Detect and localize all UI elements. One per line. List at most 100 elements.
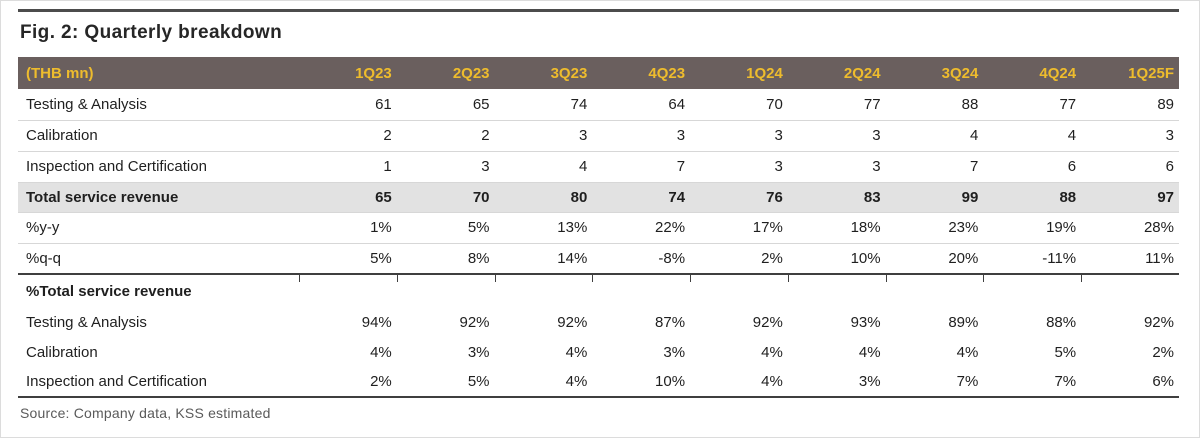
table-cell: 3 xyxy=(787,120,886,152)
table-row: Calibration 4% 3% 4% 3% 4% 4% 4% 5% 2% xyxy=(18,337,1179,367)
table-cell: 1 xyxy=(299,151,397,183)
table-cell: 88% xyxy=(1046,313,1077,331)
table-row: Inspection and Certification 2% 5% 4% 10% 4% 3… xyxy=(18,367,1179,397)
quarterly-breakdown-table: (THB mn) 1Q23 2Q23 3Q23 4Q23 1Q24 2Q24 3Q24 4Q2… xyxy=(18,57,1179,398)
source-note: Source: Company data, KSS estimated xyxy=(20,405,271,421)
figure-block: Fig. 2: Quarterly breakdown (THB mn) 1Q2… xyxy=(18,9,1179,421)
table-cell: 87% xyxy=(655,313,686,331)
row-label: Inspection and Certification xyxy=(18,151,299,183)
table-cell: 3 xyxy=(1081,120,1179,152)
table-cell: 4% xyxy=(858,343,881,361)
table-header-row: (THB mn) 1Q23 2Q23 3Q23 4Q23 1Q24 2Q24 3Q24 4Q2… xyxy=(18,57,1179,89)
table-row: %q-q 5% 8% 14% -8% 2% 10% 20% -11% 11% xyxy=(18,243,1179,275)
table-row: %Total service revenue xyxy=(18,273,1179,307)
table-cell: 65 xyxy=(299,182,397,213)
row-label: %y-y xyxy=(18,212,299,244)
table-cell: 7 xyxy=(885,151,984,183)
table-cell: 92% xyxy=(557,313,588,331)
table-cell: 89% xyxy=(948,313,979,331)
table-cell: 7 xyxy=(592,151,691,183)
table-cell: 3% xyxy=(663,343,686,361)
table-cell: 3% xyxy=(858,373,881,390)
table-cell: 10% xyxy=(787,243,886,275)
table-cell: 14% xyxy=(494,243,593,275)
table-cell: 76 xyxy=(690,182,788,213)
table-cell xyxy=(494,273,593,307)
table-cell: 3 xyxy=(494,120,593,152)
column-header-3q24: 3Q24 xyxy=(885,57,984,89)
table-cell: 5% xyxy=(1054,343,1077,361)
table-cell: 3 xyxy=(690,120,788,152)
table-cell: 99 xyxy=(885,182,984,213)
table-cell: -11% xyxy=(983,243,1082,275)
table-head: (THB mn) 1Q23 2Q23 3Q23 4Q23 1Q24 2Q24 3Q24 4Q2… xyxy=(18,57,1179,89)
table-cell: -8% xyxy=(592,243,691,275)
table-body: Testing & Analysis 61 65 74 64 70 77 88 77 89 Cali… xyxy=(18,89,1179,397)
table-cell: 6 xyxy=(983,151,1082,183)
table-cell: 20% xyxy=(885,243,984,275)
table-cell: 11% xyxy=(1081,243,1179,275)
table-cell: 94% xyxy=(361,313,392,331)
table-cell: 6% xyxy=(1152,373,1174,390)
table-cell: 3 xyxy=(592,120,691,152)
table-cell: 2% xyxy=(370,373,392,390)
table-cell: 1% xyxy=(299,212,397,244)
row-label: Testing & Analysis xyxy=(18,89,299,121)
table-cell: 5% xyxy=(299,243,397,275)
table-cell xyxy=(592,273,691,307)
table-cell: 4% xyxy=(761,343,783,361)
table-cell: 8% xyxy=(396,243,495,275)
table-cell: 13% xyxy=(494,212,593,244)
table-cell: 22% xyxy=(592,212,691,244)
column-header-2q24: 2Q24 xyxy=(787,57,886,89)
table-row: Calibration 2 2 3 3 3 3 4 4 3 xyxy=(18,120,1179,152)
table-cell: 92% xyxy=(1143,313,1174,331)
table-cell: 18% xyxy=(787,212,886,244)
row-label: Total service revenue xyxy=(18,182,299,213)
column-header-2q23: 2Q23 xyxy=(396,57,495,89)
table-cell: 4 xyxy=(494,151,593,183)
table-cell: 4 xyxy=(983,120,1082,152)
table-cell: 7% xyxy=(1054,373,1077,390)
column-header-1q25f: 1Q25F xyxy=(1081,57,1179,89)
table-cell: 19% xyxy=(983,212,1082,244)
table-cell: 70 xyxy=(690,89,788,121)
table-cell: 65 xyxy=(396,89,495,121)
table-cell xyxy=(787,273,886,307)
table-cell: 2 xyxy=(396,120,495,152)
table-cell: 5% xyxy=(396,212,495,244)
table-cell: 2 xyxy=(299,120,397,152)
table-cell: 2% xyxy=(690,243,788,275)
table-cell xyxy=(885,273,984,307)
table-cell: 88 xyxy=(885,89,984,121)
row-label: Calibration xyxy=(18,120,299,152)
table-cell: 64 xyxy=(592,89,691,121)
table-cell: 93% xyxy=(850,313,881,331)
table-cell xyxy=(396,273,495,307)
table-row: Testing & Analysis 94% 92% 92% 87% 92% 93% 89% 8… xyxy=(18,307,1179,337)
table-cell: 10% xyxy=(655,373,686,390)
table-cell: 23% xyxy=(885,212,984,244)
table-cell: 4% xyxy=(565,343,588,361)
table-cell: 7% xyxy=(956,373,979,390)
table-cell: 28% xyxy=(1081,212,1179,244)
unit-label: (THB mn) xyxy=(18,57,299,89)
top-rule xyxy=(18,9,1179,12)
table-cell: 3 xyxy=(690,151,788,183)
table-cell: 88 xyxy=(983,182,1082,213)
row-label: Calibration xyxy=(26,343,98,361)
table-cell: 77 xyxy=(983,89,1082,121)
table-row: Testing & Analysis 61 65 74 64 70 77 88 77 89 xyxy=(18,89,1179,121)
table-cell: 74 xyxy=(592,182,691,213)
column-header-4q23: 4Q23 xyxy=(592,57,691,89)
table-cell: 4% xyxy=(370,343,392,361)
table-cell: 4 xyxy=(885,120,984,152)
table-cell: 80 xyxy=(494,182,593,213)
column-header-4q24: 4Q24 xyxy=(983,57,1082,89)
table-cell: 3 xyxy=(396,151,495,183)
row-label: Inspection and Certification xyxy=(26,373,207,390)
row-label: %q-q xyxy=(18,243,299,275)
table-cell: 74 xyxy=(494,89,593,121)
table-cell: 89 xyxy=(1081,89,1179,121)
